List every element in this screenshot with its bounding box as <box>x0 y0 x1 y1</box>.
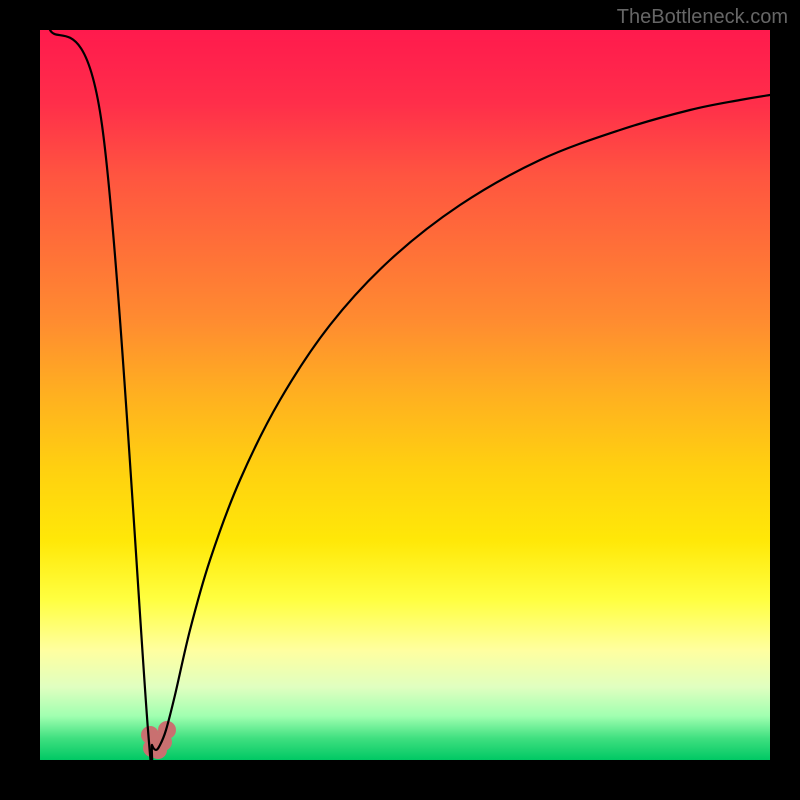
curve-layer <box>40 30 770 760</box>
plot-area <box>40 30 770 760</box>
bottleneck-curve <box>50 30 770 760</box>
valley-markers <box>141 721 176 759</box>
watermark-text: TheBottleneck.com <box>617 6 788 29</box>
